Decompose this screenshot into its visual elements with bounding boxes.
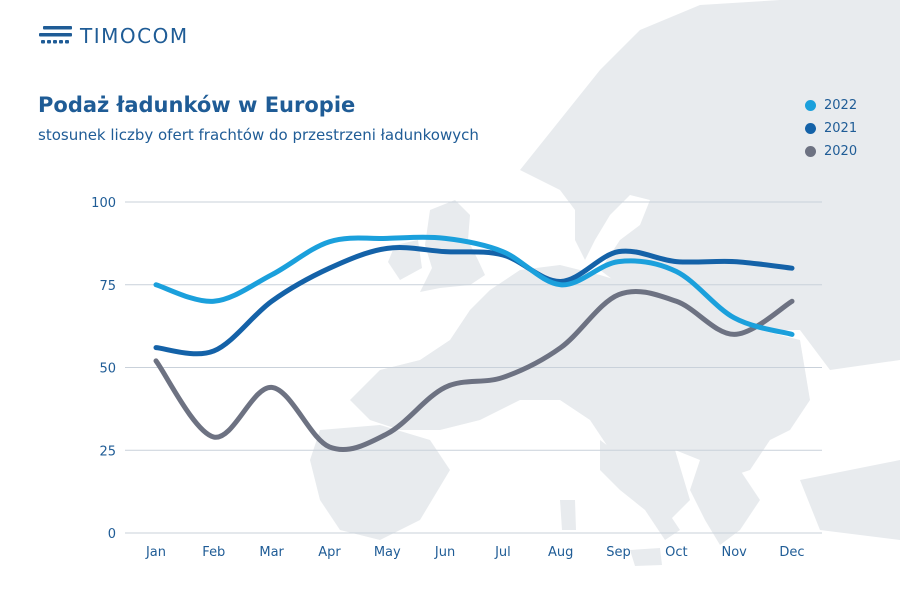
chart-subtitle: stosunek liczby ofert frachtów do przest… — [38, 126, 479, 144]
legend-item-2020: 2020 — [805, 140, 857, 163]
x-tick-label-dec: Dec — [779, 545, 804, 560]
series-line-2021 — [153, 245, 795, 357]
legend-swatch-2020 — [805, 146, 816, 157]
legend-swatch-2022 — [805, 100, 816, 111]
x-tick-label-mar: Mar — [259, 545, 284, 560]
legend-label-2022: 2022 — [824, 98, 858, 113]
x-tick-label-jul: Jul — [494, 545, 511, 560]
series-line-2020 — [153, 289, 795, 453]
y-tick-label-0: 0 — [108, 527, 116, 542]
legend-item-2022: 2022 — [805, 94, 857, 117]
x-tick-label-nov: Nov — [721, 545, 747, 560]
y-tick-label-50: 50 — [99, 362, 116, 377]
x-tick-label-feb: Feb — [202, 545, 225, 560]
y-tick-label-25: 25 — [99, 444, 116, 459]
x-tick-label-apr: Apr — [318, 545, 341, 560]
legend-item-2021: 2021 — [805, 117, 857, 140]
legend-swatch-2021 — [805, 123, 816, 134]
x-tick-label-sep: Sep — [606, 545, 631, 560]
x-tick-label-jan: Jan — [145, 545, 166, 560]
chart-title: Podaż ładunków w Europie — [38, 93, 356, 117]
brand-name: TIMOCOM — [80, 24, 189, 48]
legend: 2022 2021 2020 — [805, 94, 857, 163]
timocom-logo-icon — [39, 26, 72, 44]
x-tick-label-aug: Aug — [548, 545, 573, 560]
y-tick-label-100: 100 — [91, 196, 116, 211]
legend-label-2020: 2020 — [824, 144, 858, 159]
series-line-2022 — [153, 234, 795, 337]
legend-label-2021: 2021 — [824, 121, 858, 136]
x-tick-label-oct: Oct — [665, 545, 687, 560]
brand: TIMOCOM — [38, 24, 189, 48]
x-tick-label-jun: Jun — [434, 545, 455, 560]
y-tick-label-75: 75 — [99, 279, 116, 294]
x-tick-label-may: May — [374, 545, 401, 560]
